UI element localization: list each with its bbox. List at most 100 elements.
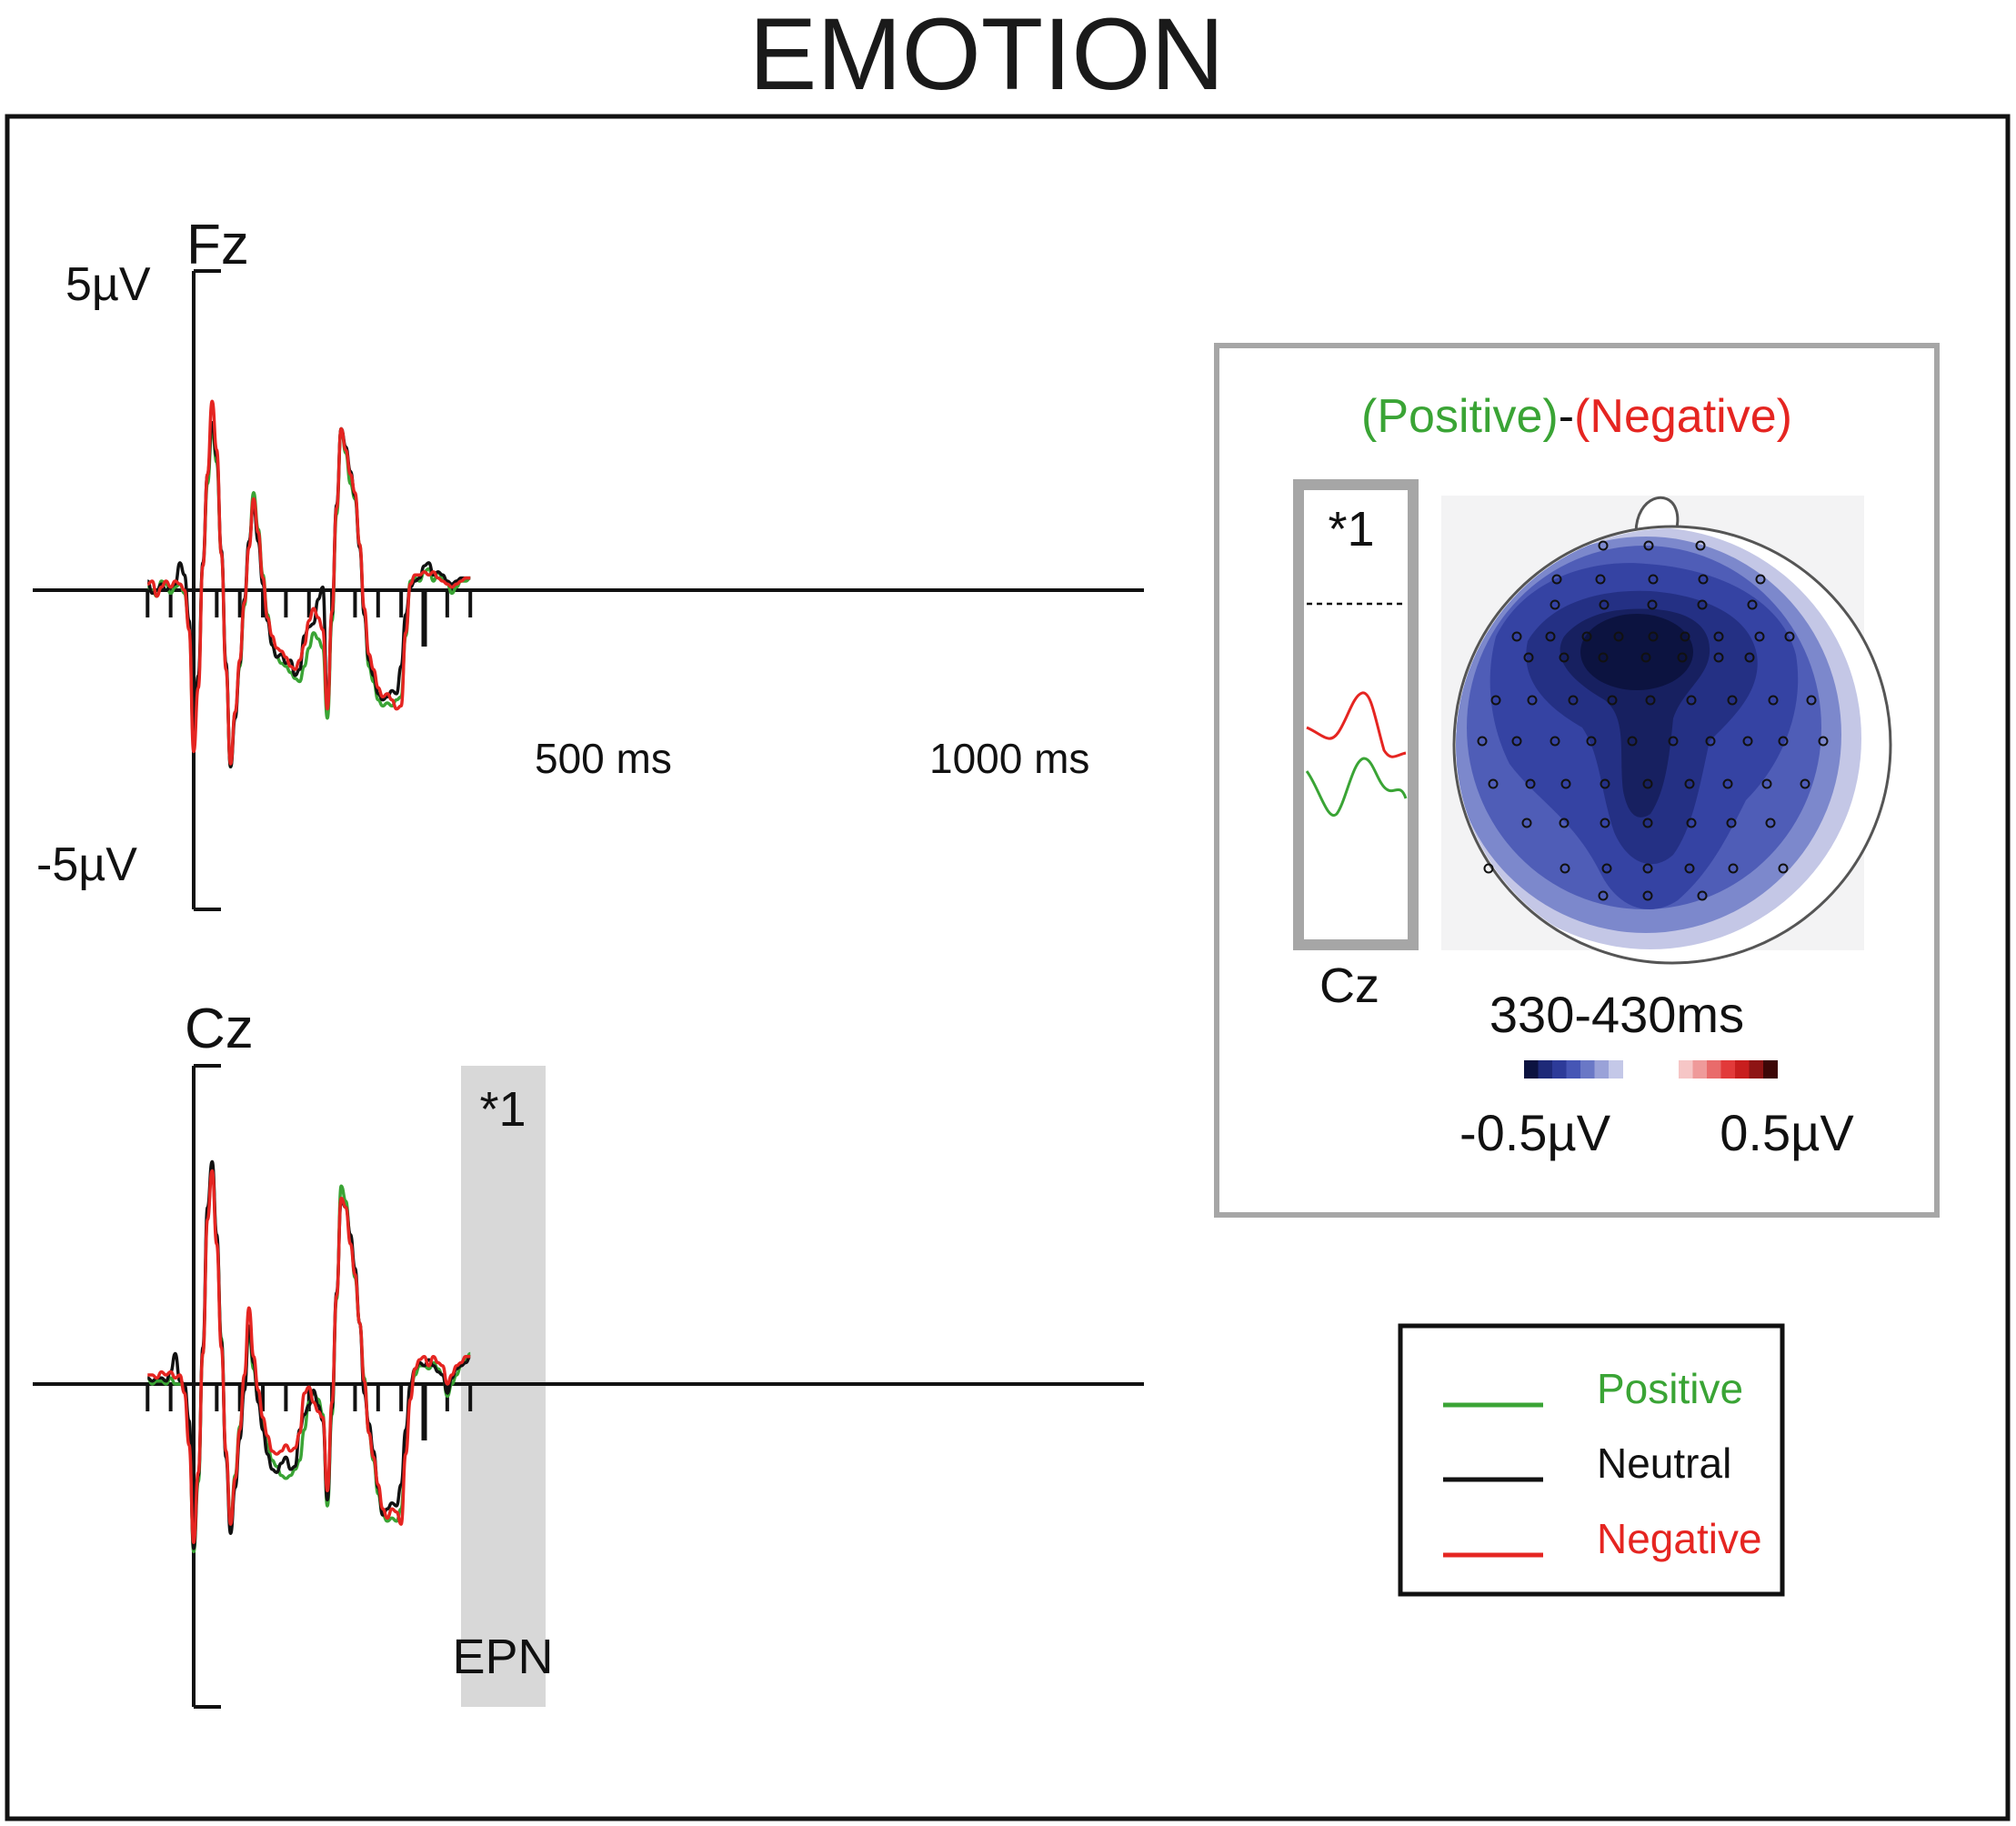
cz-x-ticks	[145, 1384, 473, 1440]
electrode-marker	[1677, 652, 1688, 663]
electrode-marker	[1595, 574, 1606, 585]
topomap-title-dash: -	[1559, 390, 1574, 443]
colorbar-swatch	[1524, 1060, 1539, 1079]
electrode-marker	[1742, 736, 1753, 747]
colorbar-swatch	[1609, 1060, 1623, 1079]
topomap-panel: (Positive)-(Negative) *1 Cz 330-430ms -0…	[1214, 343, 1940, 1218]
electrode-marker	[1645, 695, 1656, 706]
electrode-marker	[1511, 631, 1522, 642]
electrode-marker	[1800, 778, 1810, 789]
electrode-marker	[1744, 652, 1755, 663]
electrode-marker	[1598, 540, 1609, 551]
electrode-marker	[1754, 631, 1765, 642]
electrode-marker	[1527, 695, 1538, 706]
figure-title: EMOTION	[749, 0, 1225, 111]
outer-frame	[5, 114, 2011, 1821]
legend: Positive Neutral Negative	[1398, 1323, 1785, 1597]
electrode-marker	[1755, 574, 1766, 585]
cz-series-negative	[147, 1169, 471, 1544]
electrode-marker	[1778, 863, 1789, 874]
electrode-marker	[1642, 818, 1653, 828]
electrode-marker	[1643, 540, 1654, 551]
electrode-marker	[1647, 599, 1658, 610]
topomap-title: (Positive)-(Negative)	[1361, 390, 1792, 443]
electrode-marker	[1698, 574, 1709, 585]
electrode-marker	[1525, 778, 1536, 789]
electrode-marker	[1559, 818, 1570, 828]
colorbar-negative	[1524, 1060, 1623, 1079]
electrode-marker	[1684, 863, 1695, 874]
mini-positive-line	[1305, 757, 1408, 818]
electrode-marker	[1778, 736, 1789, 747]
electrode-marker	[1477, 736, 1488, 747]
electrode-marker	[1560, 863, 1570, 874]
legend-label-neutral: Neutral	[1597, 1440, 1731, 1487]
electrode-marker	[1568, 695, 1579, 706]
electrode-marker	[1784, 631, 1795, 642]
electrode-marker	[1600, 778, 1610, 789]
colorbar-swatch	[1692, 1060, 1708, 1079]
colorbar-swatch	[1552, 1060, 1567, 1079]
electrode-marker	[1640, 652, 1651, 663]
electrode-marker	[1768, 695, 1779, 706]
electrode-marker	[1598, 890, 1609, 901]
electrode-marker	[1818, 736, 1829, 747]
electrode-marker	[1806, 695, 1817, 706]
electrode-marker	[1642, 778, 1653, 789]
cz-electrode-label: Cz	[185, 998, 254, 1060]
fz-panel: Fz 5µV -5µV 500 ms 1000 ms	[33, 214, 1144, 911]
electrode-marker	[1521, 818, 1532, 828]
time-window-label: 330-430ms	[1489, 986, 1744, 1043]
electrode-marker	[1697, 599, 1708, 610]
electrode-marker	[1722, 778, 1733, 789]
electrode-marker	[1600, 818, 1610, 828]
electrode-marker	[1642, 863, 1653, 874]
electrode-marker	[1695, 540, 1706, 551]
electrode-marker	[1684, 778, 1695, 789]
colorbar-swatch	[1707, 1060, 1721, 1079]
electrode-markers	[1477, 540, 1829, 901]
electrode-marker	[1613, 631, 1624, 642]
electrode-marker	[1560, 778, 1571, 789]
electrode-marker	[1581, 631, 1592, 642]
electrode-marker	[1713, 631, 1724, 642]
electrode-marker	[1607, 695, 1618, 706]
scalp-core	[1580, 614, 1693, 690]
electrode-marker	[1713, 652, 1724, 663]
electrode-marker	[1601, 863, 1612, 874]
fz-series-negative	[147, 399, 471, 766]
fz-y-top-label: 5µV	[65, 258, 151, 311]
epn-significance-label: *1	[479, 1082, 526, 1137]
electrode-marker	[1627, 736, 1638, 747]
electrode-marker	[1648, 574, 1659, 585]
colorbar-swatch	[1720, 1060, 1736, 1079]
electrode-marker	[1599, 599, 1610, 610]
electrode-marker	[1761, 778, 1772, 789]
mini-negative-line	[1306, 691, 1407, 758]
electrode-marker	[1668, 736, 1679, 747]
topomap-title-positive: (Positive)	[1361, 390, 1559, 443]
electrode-marker	[1550, 599, 1560, 610]
epn-component-label: EPN	[452, 1630, 553, 1684]
electrode-marker	[1747, 599, 1758, 610]
colorbar-swatch	[1749, 1060, 1764, 1079]
electrode-marker	[1586, 736, 1597, 747]
topomap-title-negative: (Negative)	[1574, 390, 1792, 443]
electrode-marker	[1648, 631, 1659, 642]
epn-highlight-window	[461, 1066, 546, 1707]
scale-min-label: -0.5µV	[1459, 1104, 1611, 1161]
electrode-marker	[1490, 695, 1501, 706]
legend-frame	[1398, 1323, 1785, 1597]
electrode-marker	[1726, 818, 1737, 828]
mini-waveform-frame	[1293, 479, 1419, 950]
mini-electrode-label: Cz	[1319, 958, 1379, 1013]
electrode-marker	[1680, 631, 1690, 642]
electrode-marker	[1598, 652, 1609, 663]
electrode-marker	[1686, 818, 1697, 828]
electrode-marker	[1686, 695, 1697, 706]
fz-series-group	[146, 399, 471, 769]
electrode-marker	[1697, 890, 1708, 901]
legend-label-positive: Positive	[1597, 1365, 1743, 1412]
electrode-marker	[1523, 652, 1534, 663]
nose-icon	[1634, 496, 1680, 533]
